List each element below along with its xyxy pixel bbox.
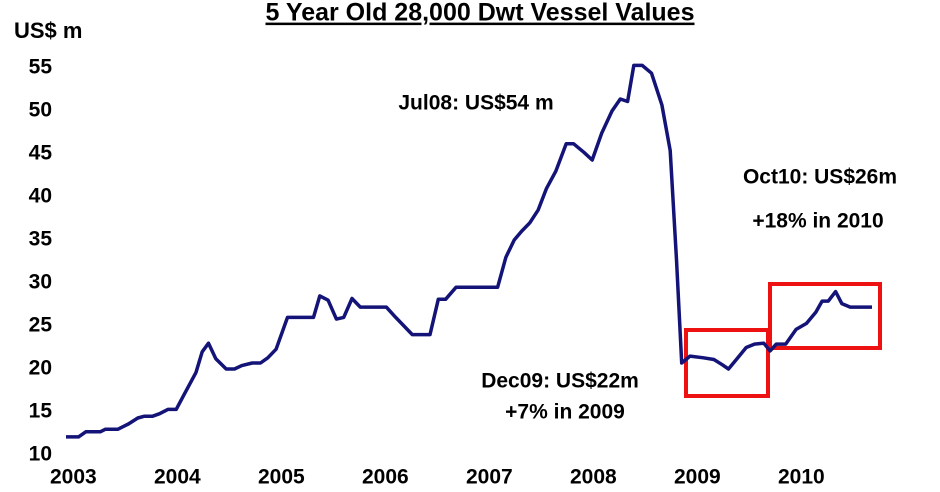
annotation: +18% in 2010 <box>752 210 883 233</box>
annotation: Oct10: US$26m <box>743 166 897 189</box>
y-tick-label: 10 <box>29 443 52 466</box>
annotation: +7% in 2009 <box>505 401 625 424</box>
y-tick-label: 35 <box>29 228 53 251</box>
y-tick-label: 25 <box>29 314 53 337</box>
y-tick-label: 30 <box>29 271 52 294</box>
annotation: Dec09: US$22m <box>481 370 639 393</box>
y-tick-label: 20 <box>29 357 52 380</box>
annotation: Jul08: US$54 m <box>398 92 553 115</box>
data-line <box>66 63 872 439</box>
y-tick-label: 50 <box>29 99 52 122</box>
x-tick-label: 2005 <box>258 466 305 489</box>
highlight-box <box>768 282 882 350</box>
highlight-box <box>684 328 770 398</box>
y-tick-label: 40 <box>29 185 52 208</box>
x-tick-label: 2003 <box>50 466 97 489</box>
x-tick-label: 2007 <box>466 466 513 489</box>
x-tick-label: 2009 <box>674 466 721 489</box>
x-tick-label: 2010 <box>778 466 825 489</box>
y-tick-label: 15 <box>29 400 53 423</box>
chart-title: 5 Year Old 28,000 Dwt Vessel Values <box>266 0 695 27</box>
y-axis-label: US$ m <box>14 18 82 43</box>
x-tick-label: 2006 <box>362 466 409 489</box>
x-tick-label: 2008 <box>570 466 617 489</box>
y-tick-label: 55 <box>29 56 53 79</box>
y-tick-label: 45 <box>29 142 53 165</box>
x-tick-label: 2004 <box>154 466 201 489</box>
